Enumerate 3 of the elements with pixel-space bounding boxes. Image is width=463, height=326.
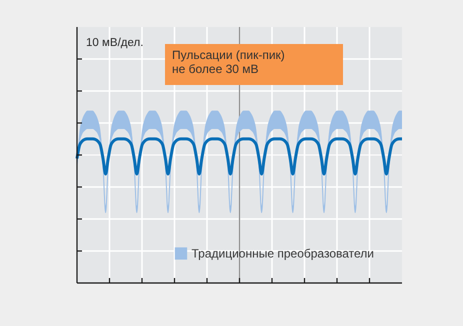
text: Пульсации (пик-пик) не более 30 мВ [172, 48, 285, 76]
text: 10 мВ/дел. [86, 37, 144, 49]
legend-label: Традиционные преобразователи [192, 246, 374, 260]
